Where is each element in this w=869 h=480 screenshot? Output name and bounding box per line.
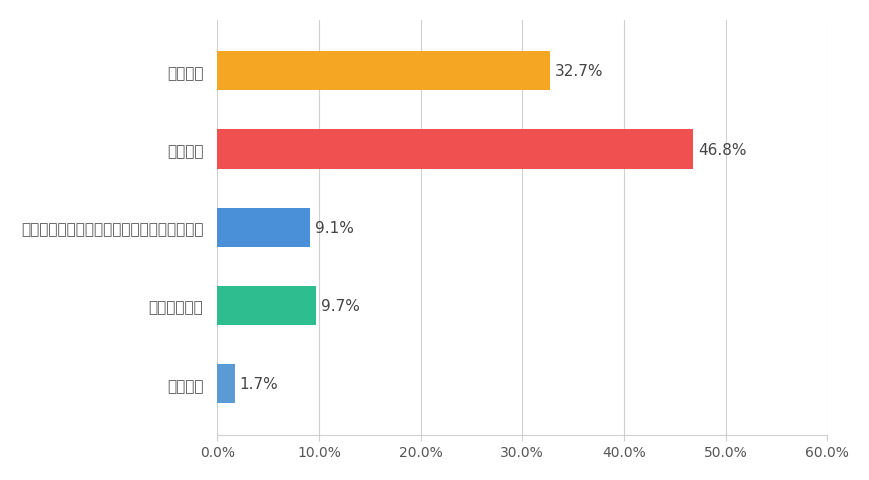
Text: 9.7%: 9.7%: [321, 299, 360, 313]
Bar: [217, 52, 549, 91]
Bar: [217, 208, 309, 247]
Text: 46.8%: 46.8%: [697, 142, 746, 157]
Bar: [217, 364, 235, 404]
Bar: [217, 130, 693, 169]
Text: 32.7%: 32.7%: [554, 64, 602, 79]
Text: 9.1%: 9.1%: [315, 220, 354, 235]
Bar: [217, 287, 315, 325]
Text: 1.7%: 1.7%: [239, 377, 278, 392]
